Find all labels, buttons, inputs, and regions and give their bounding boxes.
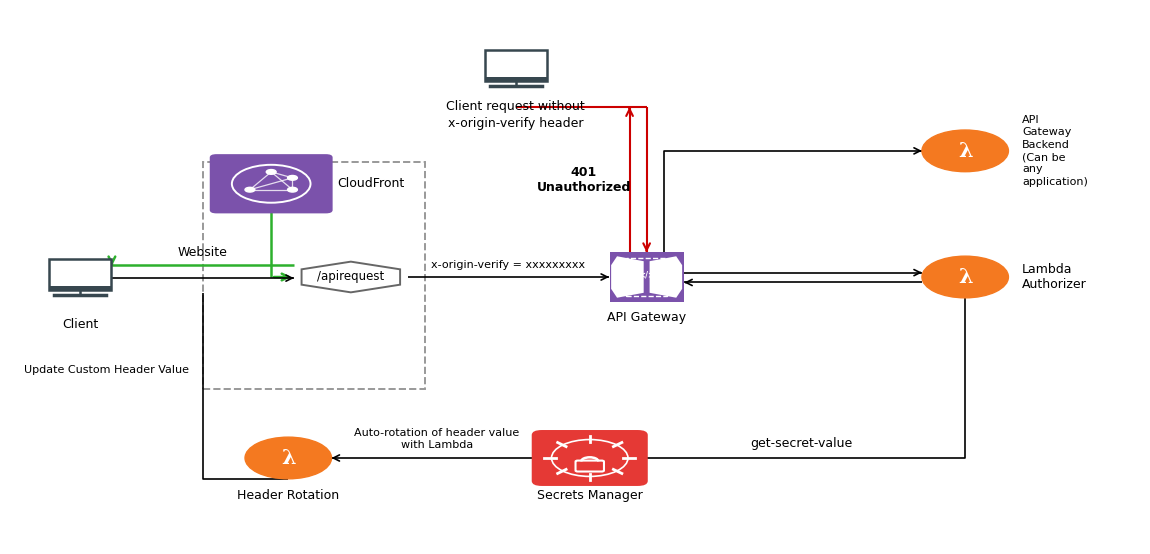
Polygon shape (301, 261, 400, 293)
Circle shape (288, 176, 298, 180)
Text: Lambda
Authorizer: Lambda Authorizer (1022, 263, 1087, 291)
FancyBboxPatch shape (531, 430, 647, 486)
Text: λ: λ (958, 267, 973, 287)
FancyBboxPatch shape (484, 50, 547, 81)
Circle shape (267, 170, 276, 175)
Text: Header Rotation: Header Rotation (237, 489, 339, 502)
Polygon shape (650, 257, 682, 297)
FancyBboxPatch shape (48, 259, 112, 290)
FancyBboxPatch shape (48, 286, 112, 290)
FancyBboxPatch shape (484, 77, 547, 81)
Text: λ: λ (281, 448, 296, 468)
Circle shape (245, 437, 331, 479)
Text: Update Custom Header Value: Update Custom Header Value (24, 365, 189, 375)
Text: x-origin-verify = xxxxxxxxx: x-origin-verify = xxxxxxxxx (431, 260, 585, 270)
Text: Website: Website (178, 246, 228, 259)
Text: API
Gateway
Backend
(Can be
any
application): API Gateway Backend (Can be any applicat… (1022, 115, 1088, 187)
Text: CloudFront: CloudFront (337, 177, 405, 190)
Text: Secrets Manager: Secrets Manager (537, 489, 643, 502)
Circle shape (245, 187, 255, 192)
Text: λ: λ (958, 141, 973, 161)
Circle shape (288, 187, 298, 192)
Text: 401
Unauthorized: 401 Unauthorized (537, 166, 631, 194)
FancyBboxPatch shape (610, 252, 683, 302)
Text: </>: </> (638, 270, 655, 280)
Circle shape (922, 256, 1009, 298)
Polygon shape (611, 257, 644, 297)
Text: Auto-rotation of header value
with Lambda: Auto-rotation of header value with Lambd… (354, 428, 520, 450)
FancyBboxPatch shape (209, 154, 332, 213)
Text: API Gateway: API Gateway (607, 311, 687, 324)
Text: /apirequest: /apirequest (317, 270, 384, 284)
Circle shape (922, 130, 1009, 172)
Text: Client: Client (62, 318, 98, 331)
Text: Client request without
x-origin-verify header: Client request without x-origin-verify h… (446, 100, 585, 130)
Text: get-secret-value: get-secret-value (750, 437, 852, 450)
